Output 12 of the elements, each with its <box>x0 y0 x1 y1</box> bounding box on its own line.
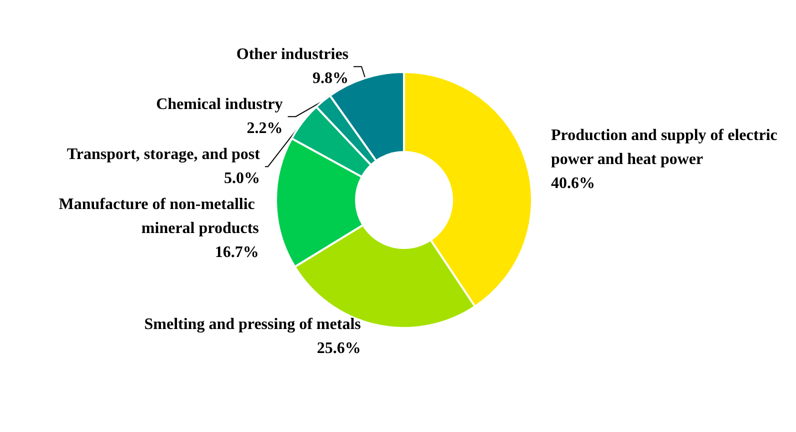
data-label: 40.6% <box>550 174 595 192</box>
slice-label: Other industries <box>236 46 349 64</box>
data-label: 25.6% <box>316 340 361 358</box>
data-label: 9.8% <box>312 70 349 88</box>
slice-label: Manufacture of non-metallic mineral products <box>58 196 259 238</box>
slice-label: Production and supply of electric power and heat power <box>550 126 782 168</box>
slice-label: Chemical industry <box>156 96 283 114</box>
data-label: 16.7% <box>214 244 259 262</box>
slice-label: Smelting and pressing of metals <box>144 316 361 334</box>
data-label: 2.2% <box>246 120 283 138</box>
data-label: 5.0% <box>224 170 260 188</box>
slice-label: Transport, storage, and post <box>66 146 261 164</box>
